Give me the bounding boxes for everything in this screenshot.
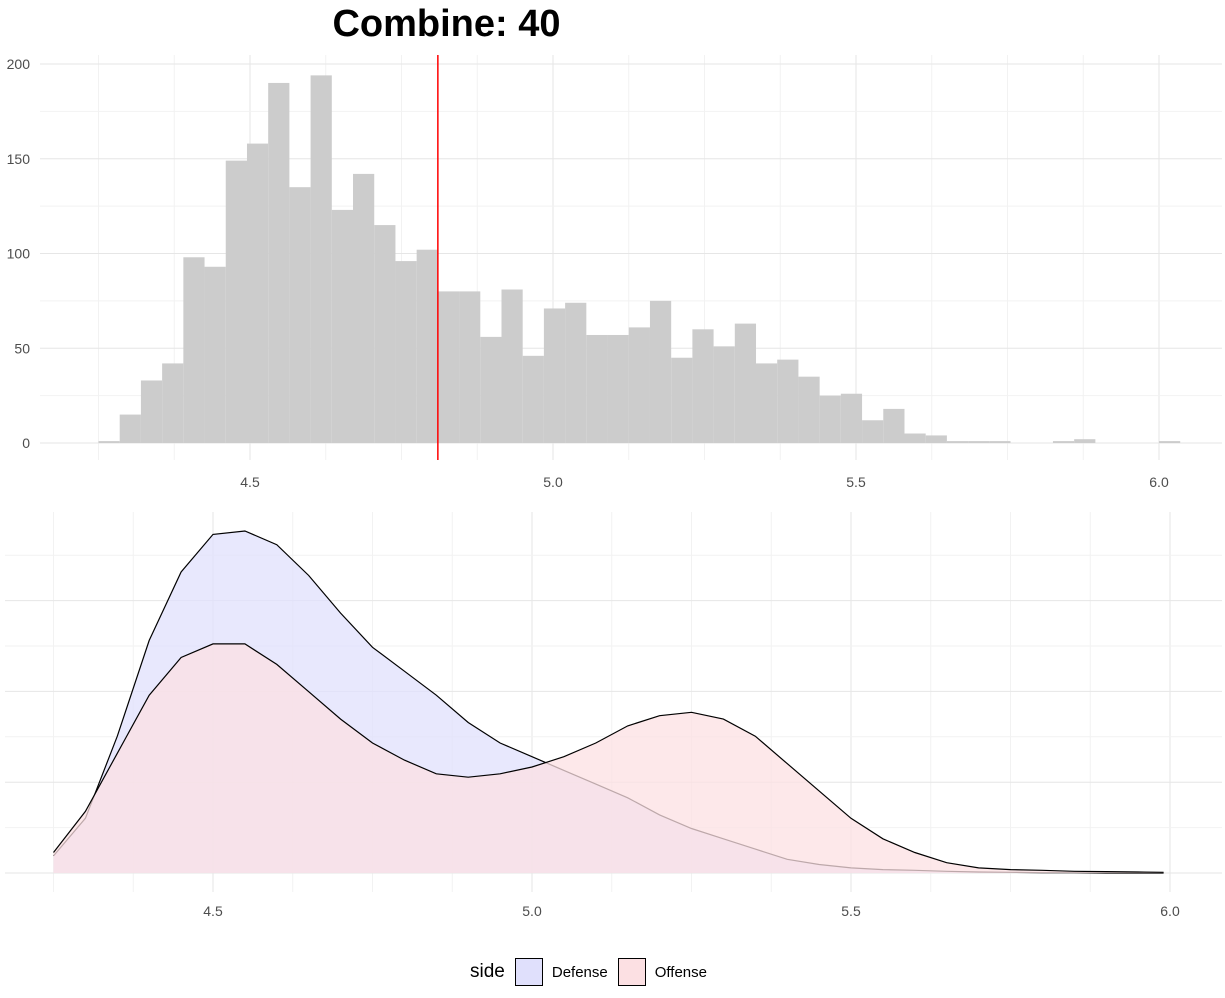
histogram-bar — [692, 329, 714, 443]
legend-label-defense: Defense — [551, 963, 608, 981]
histogram-bar — [946, 441, 969, 443]
legend: side Defense Offense — [470, 955, 717, 989]
histogram-bar — [395, 261, 417, 443]
histogram-bar — [1074, 439, 1096, 443]
x-tick-label: 5.0 — [543, 474, 563, 490]
histogram-bar — [777, 359, 799, 443]
histogram-bar — [543, 308, 566, 443]
y-tick-label: 50 — [14, 340, 30, 356]
histogram-bar — [649, 300, 672, 443]
histogram-bar — [162, 363, 184, 443]
histogram-bar — [565, 302, 587, 443]
histogram-bar — [840, 393, 863, 443]
y-tick-label: 0 — [22, 435, 30, 451]
x-tick-label: 4.5 — [240, 474, 260, 490]
x-tick-label: 6.0 — [1160, 903, 1180, 919]
histogram-bar — [204, 266, 226, 443]
histogram-bar — [862, 420, 884, 443]
x-tick-label: 5.5 — [846, 474, 866, 490]
density-plot: 4.5 5.0 5.5 6.0 — [5, 512, 1222, 919]
histogram-bar — [353, 173, 375, 443]
histogram-bar — [331, 209, 354, 443]
histogram-bar — [756, 363, 778, 443]
histogram-bar — [480, 336, 502, 443]
histogram-bar — [183, 257, 205, 443]
histogram-bar — [1159, 441, 1181, 443]
histogram-bar — [671, 357, 693, 443]
histogram-bar — [310, 75, 332, 444]
histogram-bar — [225, 160, 247, 443]
histogram-bar — [459, 291, 481, 443]
y-tick-label: 200 — [7, 56, 31, 72]
histogram-bar — [904, 433, 926, 443]
histogram-plot: 4.5 5.0 5.5 6.0 0 50 100 150 200 — [7, 55, 1222, 490]
histogram-bar — [586, 334, 608, 443]
x-tick-label: 5.0 — [522, 903, 542, 919]
y-tick-label: 150 — [7, 151, 31, 167]
histogram-bar — [416, 249, 438, 443]
histogram-bar — [628, 327, 650, 443]
histogram-bar — [968, 441, 990, 443]
histogram-bar — [119, 414, 141, 443]
histogram-bar — [1052, 441, 1075, 443]
histogram-bar — [734, 323, 757, 443]
histogram-bar — [268, 82, 290, 443]
x-tick-label: 5.5 — [841, 903, 861, 919]
histogram-bar — [501, 289, 523, 443]
histogram-bar — [883, 408, 905, 443]
density-line-offense — [53, 643, 1164, 873]
histogram-bar — [140, 380, 163, 443]
y-tick-label: 100 — [7, 246, 31, 262]
histogram-bar — [607, 334, 629, 443]
histogram-bar — [819, 395, 841, 443]
legend-label-offense: Offense — [654, 963, 707, 981]
chart-title: Combine: 40 — [332, 3, 561, 45]
histogram-bar — [289, 187, 311, 443]
histogram-bar — [522, 355, 544, 443]
x-tick-label: 4.5 — [203, 903, 223, 919]
legend-key-offense — [617, 958, 646, 986]
histogram-bar — [374, 225, 396, 443]
histogram-bar — [798, 376, 820, 443]
histogram-bar — [437, 291, 460, 443]
histogram-bar — [989, 441, 1011, 443]
legend-key-defense — [514, 958, 543, 986]
density-area-offense — [53, 643, 1164, 873]
histogram-bar — [98, 441, 120, 443]
histogram-bar — [713, 346, 735, 443]
histogram-bar — [925, 435, 947, 443]
histogram-bar — [246, 143, 269, 443]
legend-title: side — [470, 961, 505, 982]
x-tick-label: 6.0 — [1149, 474, 1169, 490]
